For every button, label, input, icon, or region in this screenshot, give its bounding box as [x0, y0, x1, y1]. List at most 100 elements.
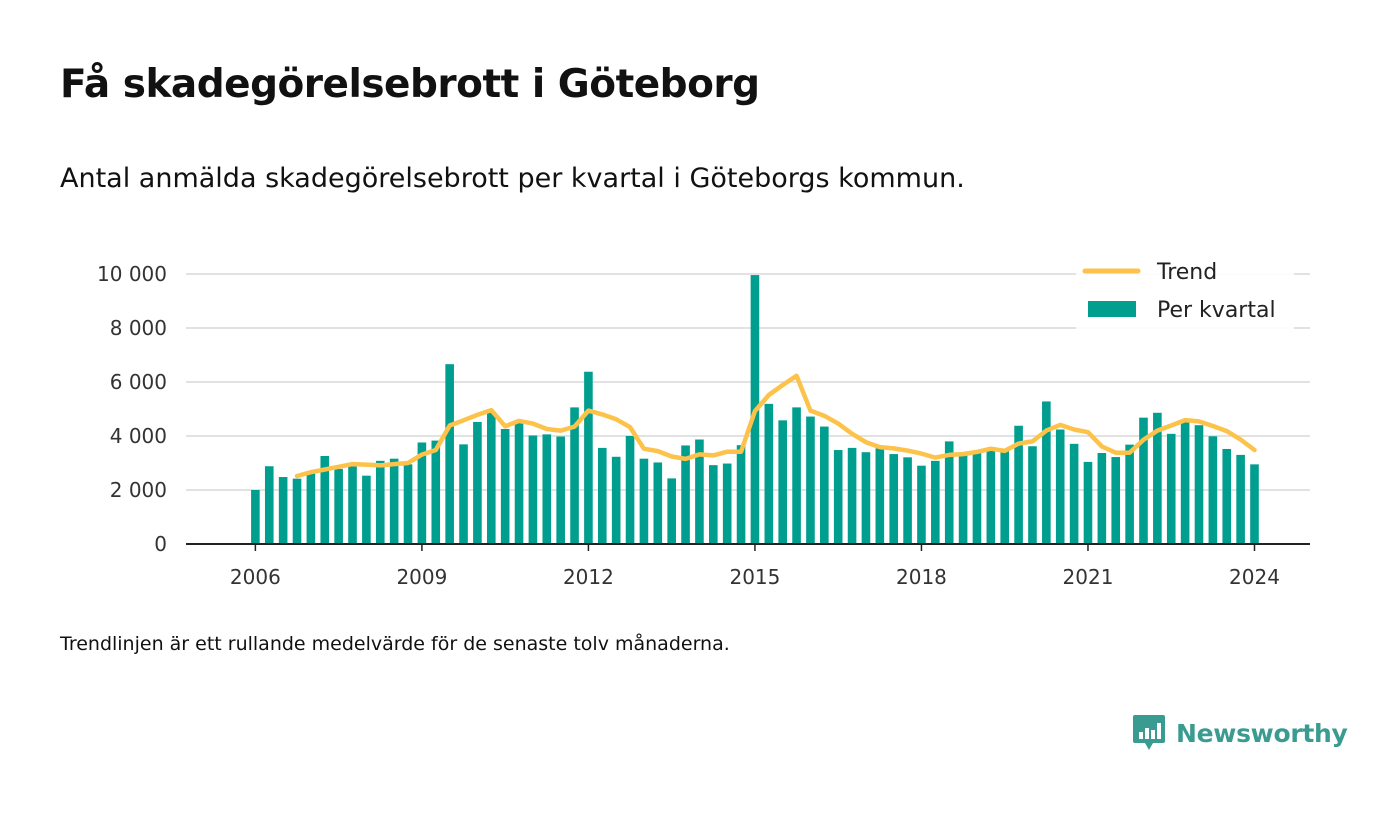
chart-subtitle: Antal anmälda skadegörelsebrott per kvar… [60, 163, 965, 194]
bar [667, 478, 676, 544]
bar [653, 462, 663, 544]
bar [986, 448, 996, 544]
bar [306, 473, 316, 544]
bar [320, 455, 330, 544]
bar [1222, 448, 1232, 544]
bar [264, 466, 274, 544]
bar [931, 460, 940, 544]
bar [833, 450, 843, 544]
bar [1194, 425, 1204, 544]
bar [709, 465, 718, 544]
x-tick-label: 2024 [1229, 565, 1280, 589]
bar [875, 448, 885, 544]
bar [1042, 401, 1051, 544]
bar [681, 445, 690, 544]
bar [1069, 443, 1079, 544]
bar [847, 447, 857, 544]
y-tick-label: 6 000 [110, 370, 167, 394]
bar [362, 475, 371, 544]
bar [542, 434, 552, 544]
bar [514, 422, 524, 544]
y-tick-label: 8 000 [110, 316, 167, 340]
axes: 0 2 000 4 000 6 000 8 000 10 000 2006 2009 2012 2… [97, 262, 1310, 589]
bar [1111, 457, 1121, 544]
bar [639, 458, 649, 544]
bar [1125, 444, 1134, 544]
bar [486, 412, 496, 544]
bar [1180, 421, 1190, 544]
bar [251, 490, 260, 544]
bar [417, 442, 427, 544]
newsworthy-logo-icon [1133, 715, 1165, 750]
legend-trend-label: Trend [1156, 260, 1217, 285]
bar [903, 457, 912, 544]
bar [1139, 417, 1148, 544]
legend-bar-label: Per kvartal [1157, 298, 1276, 323]
bar [431, 440, 441, 544]
bar-line-chart: 0 2 000 4 000 6 000 8 000 10 000 2006 2009 2012 2… [97, 256, 1310, 589]
x-tick-label: 2018 [896, 565, 947, 589]
bar [528, 435, 538, 544]
x-tick-label: 2015 [729, 565, 780, 589]
trend-line [294, 373, 1257, 479]
chart-title: Få skadegörelsebrott i Göteborg [60, 62, 760, 107]
bar [917, 465, 926, 544]
x-tick-label: 2021 [1063, 565, 1114, 589]
bar [1208, 436, 1218, 544]
bar [625, 436, 635, 544]
bar [570, 407, 579, 544]
x-tick-label: 2012 [563, 565, 614, 589]
bar [1097, 453, 1107, 544]
y-tick-label: 0 [154, 532, 167, 556]
bar [611, 456, 621, 544]
bar [1083, 461, 1093, 544]
bar [1028, 446, 1037, 544]
trend-series [294, 373, 1257, 479]
y-tick-label: 2 000 [110, 478, 167, 502]
bar [278, 477, 288, 544]
bar [473, 421, 482, 544]
bar [1236, 454, 1245, 544]
bar [1055, 429, 1065, 544]
bar [445, 364, 454, 544]
brand-logo: Newsworthy [1132, 712, 1348, 754]
bar [820, 426, 829, 544]
bar [292, 478, 302, 544]
brand-name: Newsworthy [1176, 718, 1348, 748]
bar [597, 447, 607, 544]
bar [500, 428, 510, 544]
bar [806, 416, 815, 544]
bar [348, 466, 357, 544]
legend-background [1076, 256, 1294, 330]
bar [1014, 425, 1023, 544]
bar-series [251, 275, 1259, 544]
y-tick-label: 4 000 [110, 424, 167, 448]
bar [1166, 433, 1176, 544]
bar [944, 441, 954, 544]
bar [1250, 464, 1259, 544]
bar [778, 420, 787, 544]
bar [459, 444, 468, 544]
bar [792, 407, 801, 544]
bar [584, 371, 593, 544]
bar [722, 463, 732, 544]
bar [736, 445, 746, 544]
bar [334, 468, 343, 544]
legend-bar-swatch [1088, 301, 1136, 317]
bar [889, 454, 899, 544]
bar [958, 455, 968, 544]
bar [556, 436, 565, 544]
legend: Trend Per kvartal [1076, 256, 1294, 330]
footnote: Trendlinjen är ett rullande medelvärde f… [60, 633, 730, 655]
bar [764, 403, 774, 544]
bar [695, 439, 704, 544]
bar [403, 464, 413, 544]
bar [1153, 412, 1162, 544]
bar [389, 458, 399, 544]
bar [972, 451, 982, 544]
x-tick-label: 2009 [396, 565, 447, 589]
y-tick-label: 10 000 [97, 262, 167, 286]
bar [375, 460, 385, 544]
bar [861, 452, 871, 544]
x-tick-label: 2006 [230, 565, 281, 589]
